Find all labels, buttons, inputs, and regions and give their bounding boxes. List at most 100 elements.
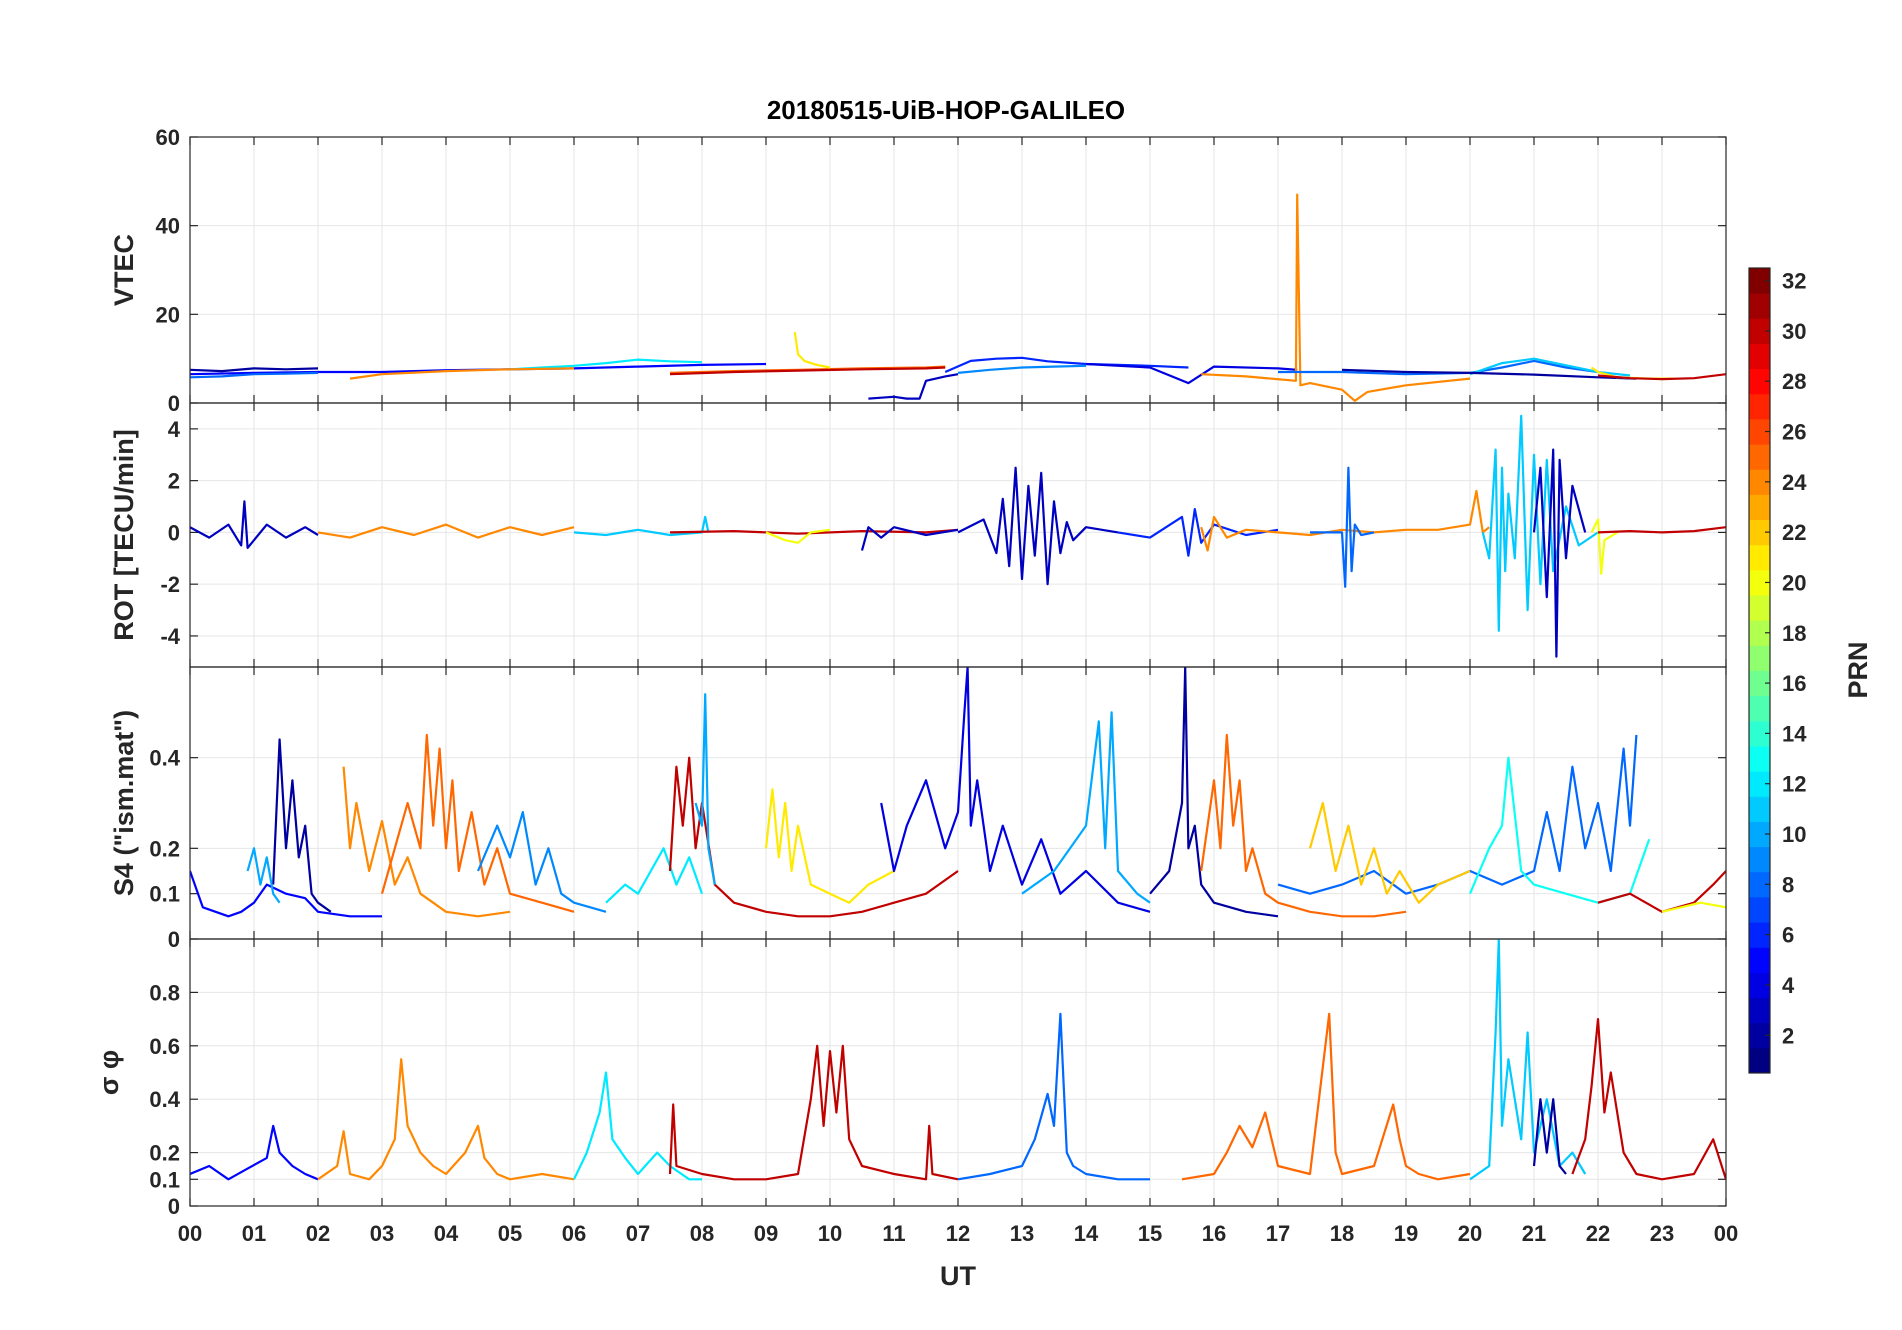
panel-vtec-ytick-label: 40	[156, 214, 180, 239]
colorbar-frame	[1748, 267, 1771, 1074]
colorbar-segment	[1749, 595, 1770, 621]
panel-s4-series-prn-2-12	[1149, 667, 1279, 918]
panel-sigma_phi-ytick-label: 0.8	[149, 980, 180, 1005]
colorbar-tick-label: 12	[1782, 772, 1806, 797]
panel-sigma_phi-series-prn-30-3	[668, 1044, 959, 1181]
x-tick-label: 01	[242, 1221, 266, 1246]
panel-vtec-series-prn-9-10	[957, 364, 1087, 374]
panel-s4-series-prn-8-14	[1277, 734, 1638, 895]
panel-s4-series-prn-22-15	[1308, 801, 1471, 904]
panel-sigma_phi-frame	[189, 938, 1727, 1207]
panel-rot-series-prn-6-7	[1117, 508, 1279, 557]
panel-s4-traces	[190, 667, 1726, 918]
x-tick-label: 10	[818, 1221, 842, 1246]
colorbar-segment	[1749, 519, 1770, 546]
colorbar-segment	[1749, 620, 1770, 646]
panel-rot-series-prn-30-3	[669, 528, 959, 535]
colorbar-segment	[1749, 947, 1770, 973]
panel-sigma_phi: 00.10.2 0.4 0.6 0.8 σ φ	[94, 938, 1727, 1219]
panel-vtec-series-prn-24-4	[349, 367, 575, 380]
colorbar-label: PRN	[1843, 641, 1873, 698]
colorbar-segment	[1749, 343, 1770, 370]
x-tick-label: 00	[1714, 1221, 1738, 1246]
x-tick-label: 21	[1522, 1221, 1546, 1246]
panel-s4-series-prn-4-10	[880, 667, 1151, 913]
colorbar-segment	[1749, 670, 1770, 697]
colorbar-tick-label: 6	[1782, 923, 1794, 948]
x-tick-label: 17	[1266, 1221, 1290, 1246]
panel-vtec-ylabel: VTEC	[109, 234, 139, 306]
colorbar-segment	[1749, 896, 1770, 923]
panel-rot: -4 -2 0 2 4 ROT [TECU/min]	[109, 402, 1727, 668]
colorbar-segment	[1749, 494, 1770, 521]
colorbar-tick-label: 16	[1782, 671, 1806, 696]
colorbar-segment	[1749, 318, 1770, 344]
panel-vtec-ytick-label: 20	[156, 302, 180, 327]
panel-s4: 0 0.1 0.2 0.4 S4 ("ism.mat")	[109, 666, 1727, 952]
colorbar-tick-label: 14	[1782, 721, 1807, 746]
x-tick-label: 00	[178, 1221, 202, 1246]
colorbar-tick-label: 10	[1782, 822, 1806, 847]
panel-rot-ytick-label: -2	[160, 572, 180, 597]
panel-sigma_phi-series-prn-25-5	[1181, 1012, 1471, 1181]
x-tick-label: 18	[1330, 1221, 1354, 1246]
panel-vtec-series-prn-12-3	[509, 358, 703, 371]
x-tick-label: 23	[1650, 1221, 1674, 1246]
colorbar-segment	[1749, 1022, 1770, 1049]
x-tick-label: 12	[946, 1221, 970, 1246]
x-tick-label: 16	[1202, 1221, 1226, 1246]
panel-sigma_phi-series-prn-30-8	[1571, 1017, 1726, 1181]
colorbar-segment	[1749, 695, 1770, 722]
colorbar-tick-label: 18	[1782, 621, 1806, 646]
x-axis: 00 01 02 03 04 05 06 07 08 09 10 11 12 13 14 15 16 17 18 19…	[178, 1221, 1738, 1246]
panel-rot-traces	[190, 414, 1726, 658]
x-tick-label: 22	[1586, 1221, 1610, 1246]
x-tick-label: 04	[434, 1221, 459, 1246]
colorbar-segment	[1749, 544, 1770, 571]
colorbar-segment	[1749, 997, 1770, 1024]
panel-rot-ytick-label: 2	[168, 469, 180, 494]
panel-vtec-series-prn-21-6	[793, 331, 831, 369]
x-tick-label: 05	[498, 1221, 522, 1246]
panel-s4-series-prn-20-18	[1661, 901, 1726, 913]
colorbar-tick-label: 26	[1782, 420, 1806, 445]
panel-sigma_phi-series-prn-12-2	[573, 1071, 702, 1181]
panel-vtec-series-prn-30-7	[669, 366, 946, 376]
x-tick-label: 14	[1074, 1221, 1099, 1246]
colorbar-segment	[1749, 268, 1770, 294]
panel-vtec-series-prn-6-9	[944, 356, 1189, 374]
panel-rot-series-prn-3-0	[190, 500, 319, 550]
x-tick-label: 09	[754, 1221, 778, 1246]
colorbar-segment	[1749, 393, 1770, 420]
panel-sigma_phi-ytick-label: 0	[168, 1194, 180, 1219]
panel-sigma_phi-series-prn-24-1	[317, 1058, 575, 1181]
panel-sigma_phi-series-prn-2-7	[1532, 1098, 1567, 1175]
panel-vtec-traces	[190, 193, 1726, 402]
colorbar-segment	[1749, 1047, 1770, 1074]
panel-sigma_phi-ytick-label: 0.4	[149, 1087, 180, 1112]
x-tick-label: 02	[306, 1221, 330, 1246]
panel-vtec-ytick-label: 0	[168, 391, 180, 416]
panel-rot-series-prn-24-1	[317, 523, 575, 539]
panel-s4-series-prn-5-0	[190, 870, 382, 918]
colorbar-segment	[1749, 771, 1770, 797]
panel-sigma_phi-ytick-label: 0.1	[149, 1167, 180, 1192]
panel-vtec-ytick-label: 60	[156, 125, 180, 150]
panel-vtec-series-prn-3-8	[868, 373, 959, 400]
panel-sigma_phi-series-prn-5-0	[190, 1124, 319, 1181]
panel-sigma_phi-series-prn-8-4	[957, 1012, 1150, 1181]
x-tick-label: 08	[690, 1221, 714, 1246]
colorbar-segment	[1749, 972, 1770, 999]
panel-rot-series-prn-24-8	[1200, 489, 1490, 552]
colorbar-segment	[1749, 720, 1770, 747]
panel-rot-series-prn-3-5	[860, 526, 959, 551]
panel-rot-ylabel: ROT [TECU/min]	[109, 429, 139, 640]
colorbar-tick-label: 8	[1782, 872, 1794, 897]
colorbar-segment	[1749, 469, 1770, 495]
colorbar-tick-label: 20	[1782, 570, 1806, 595]
colorbar-segment	[1749, 444, 1770, 470]
panel-s4-ytick-label: 0.4	[149, 746, 180, 771]
